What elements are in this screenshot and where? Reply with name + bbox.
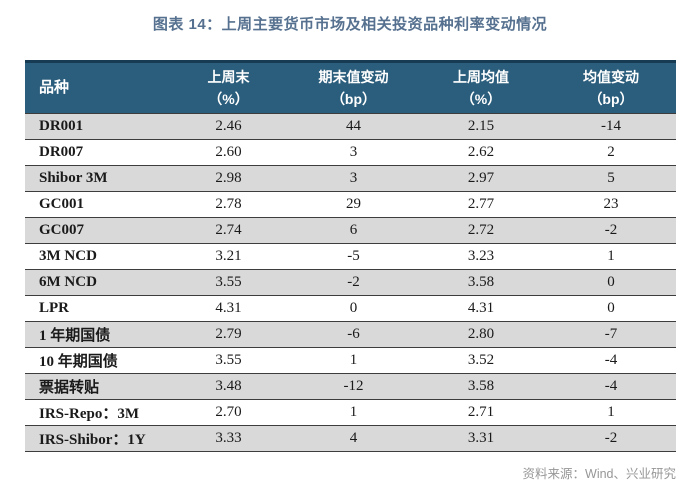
cell-eop-change: 4 <box>291 425 416 452</box>
row-label: Shibor 3M <box>25 165 166 192</box>
column-header-average-change: 均值变动 （bp） <box>546 60 676 114</box>
cell-week-average: 2.80 <box>416 321 546 348</box>
cell-average-change: 0 <box>546 295 676 322</box>
table-row: 1 年期国债 2.79 -6 2.80 -7 <box>25 321 676 348</box>
cell-last-weekend: 2.46 <box>166 113 291 140</box>
cell-eop-change: -2 <box>291 269 416 296</box>
row-label: 3M NCD <box>25 243 166 270</box>
cell-week-average: 2.71 <box>416 399 546 426</box>
table-row: DR001 2.46 44 2.15 -14 <box>25 113 676 140</box>
row-label: 6M NCD <box>25 269 166 296</box>
cell-last-weekend: 3.55 <box>166 269 291 296</box>
cell-last-weekend: 3.48 <box>166 373 291 400</box>
cell-average-change: -4 <box>546 373 676 400</box>
column-unit: （%） <box>208 91 249 107</box>
header-row: 品种 上周末 （%） 期末值变动 （bp） 上周均值 （%） 均值变动 （bp） <box>25 60 676 114</box>
column-unit: （bp） <box>330 91 377 107</box>
column-label: 上周末 <box>207 68 250 85</box>
cell-average-change: 23 <box>546 191 676 218</box>
cell-eop-change: -5 <box>291 243 416 270</box>
table-row: GC007 2.74 6 2.72 -2 <box>25 217 676 244</box>
cell-last-weekend: 2.98 <box>166 165 291 192</box>
cell-last-weekend: 2.70 <box>166 399 291 426</box>
cell-eop-change: 29 <box>291 191 416 218</box>
table-row: IRS-Repo：3M 2.70 1 2.71 1 <box>25 399 676 426</box>
table-row: LPR 4.31 0 4.31 0 <box>25 295 676 322</box>
row-label: 10 年期国债 <box>25 347 166 374</box>
row-label: IRS-Shibor：1Y <box>25 425 166 452</box>
column-header-week-average: 上周均值 （%） <box>416 60 546 114</box>
column-label: 上周均值 <box>453 68 509 85</box>
cell-last-weekend: 3.21 <box>166 243 291 270</box>
cell-average-change: -14 <box>546 113 676 140</box>
column-label: 均值变动 <box>583 68 639 85</box>
table-row: GC001 2.78 29 2.77 23 <box>25 191 676 218</box>
cell-average-change: -2 <box>546 425 676 452</box>
cell-last-weekend: 4.31 <box>166 295 291 322</box>
row-label: 1 年期国债 <box>25 321 166 348</box>
cell-eop-change: -12 <box>291 373 416 400</box>
cell-average-change: 5 <box>546 165 676 192</box>
cell-eop-change: 0 <box>291 295 416 322</box>
table-header: 品种 上周末 （%） 期末值变动 （bp） 上周均值 （%） 均值变动 （bp） <box>25 60 676 114</box>
cell-last-weekend: 3.55 <box>166 347 291 374</box>
cell-average-change: 0 <box>546 269 676 296</box>
table-row: DR007 2.60 3 2.62 2 <box>25 139 676 166</box>
cell-week-average: 3.58 <box>416 373 546 400</box>
cell-average-change: 1 <box>546 243 676 270</box>
cell-week-average: 2.15 <box>416 113 546 140</box>
cell-eop-change: 44 <box>291 113 416 140</box>
figure-title: 图表 14：上周主要货币市场及相关投资品种利率变动情况 <box>152 16 548 33</box>
table-row: 6M NCD 3.55 -2 3.58 0 <box>25 269 676 296</box>
cell-last-weekend: 2.60 <box>166 139 291 166</box>
cell-week-average: 2.97 <box>416 165 546 192</box>
cell-average-change: -4 <box>546 347 676 374</box>
cell-week-average: 3.23 <box>416 243 546 270</box>
cell-last-weekend: 2.74 <box>166 217 291 244</box>
cell-last-weekend: 2.79 <box>166 321 291 348</box>
row-label: DR007 <box>25 139 166 166</box>
table-row: Shibor 3M 2.98 3 2.97 5 <box>25 165 676 192</box>
cell-eop-change: -6 <box>291 321 416 348</box>
row-label: GC001 <box>25 191 166 218</box>
cell-week-average: 2.62 <box>416 139 546 166</box>
source-note: 资料来源：Wind、兴业研究 <box>522 467 676 481</box>
column-label: 品种 <box>39 79 70 96</box>
column-header-eop-change: 期末值变动 （bp） <box>291 60 416 114</box>
table-row: 3M NCD 3.21 -5 3.23 1 <box>25 243 676 270</box>
cell-week-average: 2.72 <box>416 217 546 244</box>
rates-table: 品种 上周末 （%） 期末值变动 （bp） 上周均值 （%） 均值变动 （bp） <box>25 60 676 452</box>
table-body: DR001 2.46 44 2.15 -14 DR007 2.60 3 2.62… <box>25 113 676 452</box>
cell-week-average: 3.52 <box>416 347 546 374</box>
cell-eop-change: 3 <box>291 165 416 192</box>
row-label: DR001 <box>25 113 166 140</box>
table-row: 10 年期国债 3.55 1 3.52 -4 <box>25 347 676 374</box>
row-label: IRS-Repo：3M <box>25 399 166 426</box>
cell-last-weekend: 2.78 <box>166 191 291 218</box>
column-header-variety: 品种 <box>25 60 166 114</box>
row-label: LPR <box>25 295 166 322</box>
column-unit: （%） <box>460 91 502 107</box>
cell-eop-change: 6 <box>291 217 416 244</box>
cell-average-change: -7 <box>546 321 676 348</box>
row-label: GC007 <box>25 217 166 244</box>
table-row: IRS-Shibor：1Y 3.33 4 3.31 -2 <box>25 425 676 452</box>
cell-week-average: 4.31 <box>416 295 546 322</box>
cell-eop-change: 1 <box>291 347 416 374</box>
row-label: 票据转贴 <box>25 373 166 400</box>
cell-eop-change: 1 <box>291 399 416 426</box>
column-header-last-weekend: 上周末 （%） <box>166 60 291 114</box>
column-label: 期末值变动 <box>318 68 389 85</box>
cell-average-change: -2 <box>546 217 676 244</box>
cell-week-average: 3.31 <box>416 425 546 452</box>
cell-average-change: 1 <box>546 399 676 426</box>
cell-eop-change: 3 <box>291 139 416 166</box>
cell-average-change: 2 <box>546 139 676 166</box>
cell-last-weekend: 3.33 <box>166 425 291 452</box>
column-unit: （bp） <box>588 91 634 107</box>
table-row: 票据转贴 3.48 -12 3.58 -4 <box>25 373 676 400</box>
cell-week-average: 3.58 <box>416 269 546 296</box>
cell-week-average: 2.77 <box>416 191 546 218</box>
